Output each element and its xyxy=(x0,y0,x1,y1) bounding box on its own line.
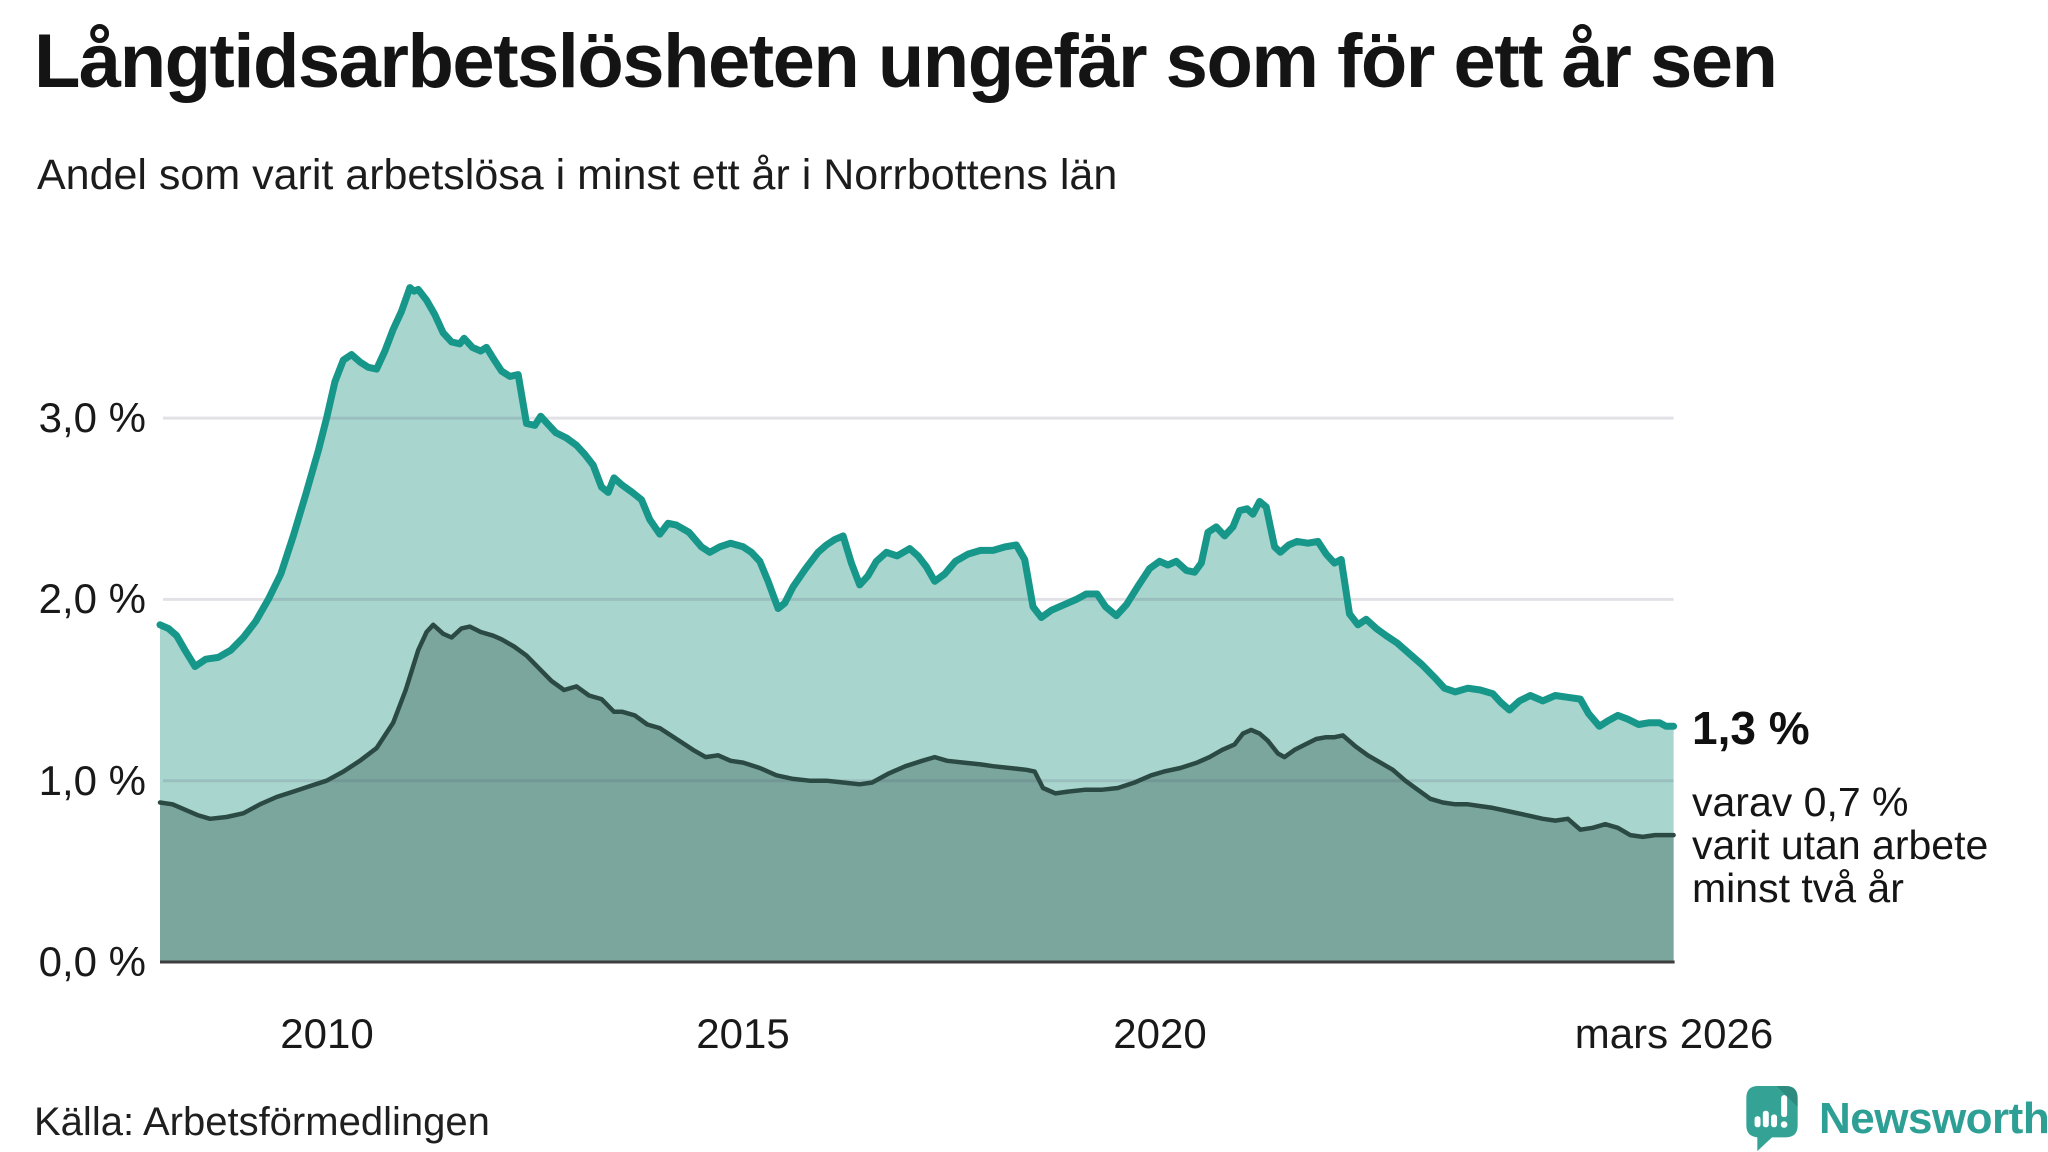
y-axis-tick-label: 1,0 % xyxy=(38,757,146,804)
page-subtitle: Andel som varit arbetslösa i minst ett å… xyxy=(37,151,1118,199)
x-axis-tick-label: mars 2026 xyxy=(1574,1010,1774,1057)
brand-name: Newsworthy xyxy=(1819,1094,2048,1143)
source-note: Källa: Arbetsförmedlingen xyxy=(34,1100,490,1144)
annotation-line: varit utan arbete xyxy=(1692,822,1989,868)
newsworthy-logo-icon xyxy=(1746,1086,1798,1152)
annotation-line: minst två år xyxy=(1692,865,1904,911)
newsworthy-logo: Newsworthy xyxy=(1743,1086,2048,1152)
annotation-line: varav 0,7 % xyxy=(1692,779,1909,825)
x-axis-tick-label: 2020 xyxy=(1113,1010,1207,1057)
y-axis-tick-label: 2,0 % xyxy=(38,575,146,622)
x-axis-tick-label: 2010 xyxy=(280,1010,374,1057)
page-title: Långtidsarbetslösheten ungefär som för e… xyxy=(34,19,1778,104)
annotation-text: varav 0,7 % varit utan arbete minst två … xyxy=(1692,781,1988,910)
x-axis-tick-label: 2015 xyxy=(696,1010,790,1057)
y-axis-tick-label: 0,0 % xyxy=(38,938,146,985)
y-axis-tick-label: 3,0 % xyxy=(38,394,146,441)
end-value-label: 1,3 % xyxy=(1692,702,1810,754)
